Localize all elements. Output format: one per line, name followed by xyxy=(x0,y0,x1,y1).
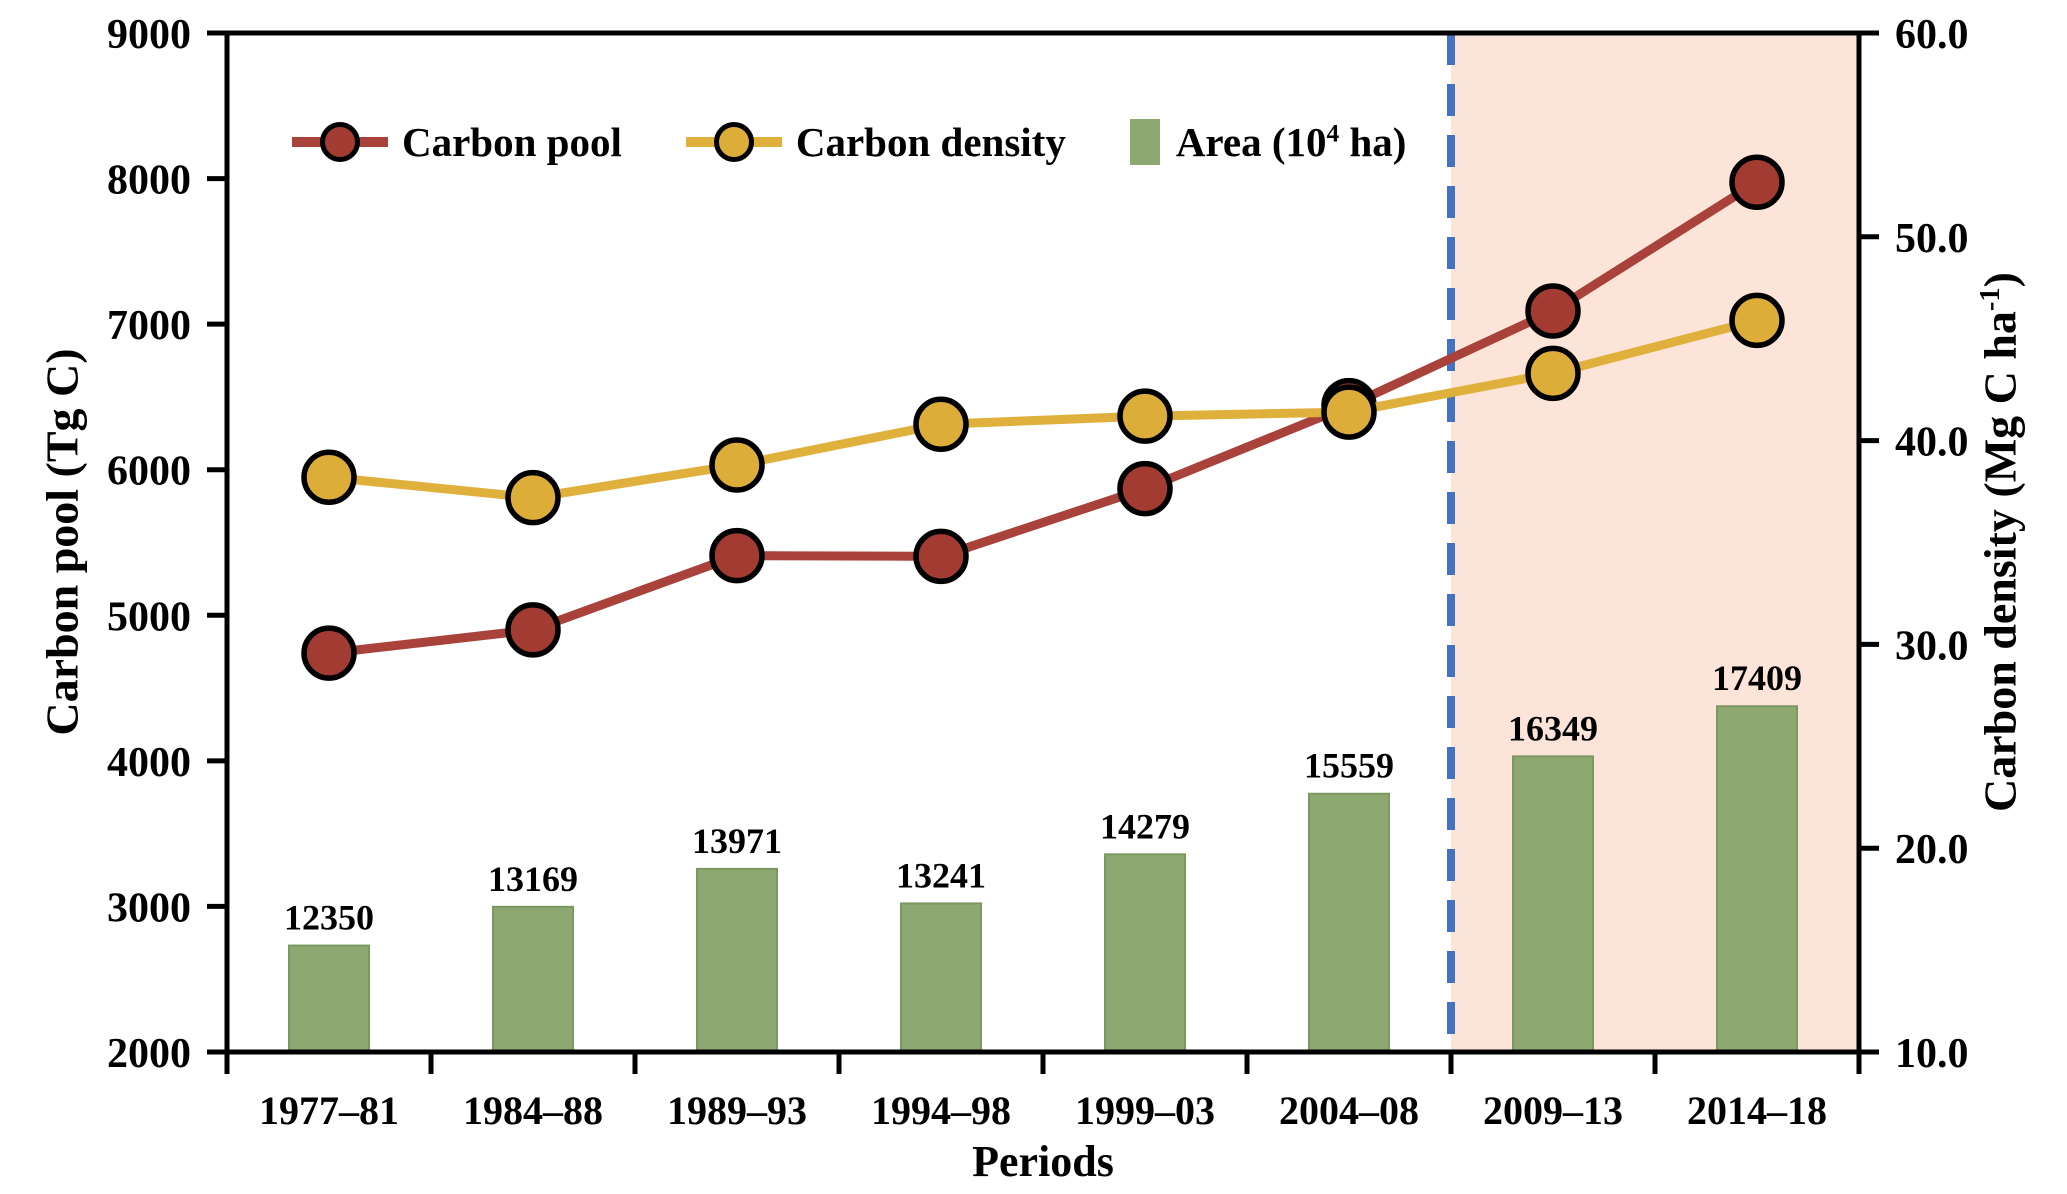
carbon-pool-marker xyxy=(301,625,357,681)
carbon-pool-marker xyxy=(913,528,969,585)
y-left-tick-label: 5000 xyxy=(107,594,191,640)
area-bar-value-label: 17409 xyxy=(1712,658,1802,698)
x-category-label: 2009–13 xyxy=(1483,1088,1623,1133)
y-left-tick-label: 4000 xyxy=(107,740,191,786)
y-axis-title-left: Carbon pool (Tg C) xyxy=(36,348,89,735)
carbon-density-marker xyxy=(709,437,765,493)
carbon-pool-marker xyxy=(1117,460,1173,517)
x-axis-title: Periods xyxy=(972,1136,1114,1187)
legend-label-carbon-density: Carbon density xyxy=(795,119,1066,165)
y-axis-title-right-pre: Carbon density (Mg C ha xyxy=(1974,311,2026,813)
area-bar-value-label: 13971 xyxy=(692,821,782,861)
area-bar-value-label: 13169 xyxy=(488,859,578,899)
x-category-label: 1994–98 xyxy=(871,1088,1011,1133)
y-axis-title-right: Carbon density (Mg C ha-1) xyxy=(1974,272,2027,812)
area-bar xyxy=(1716,705,1798,1054)
carbon-density-marker xyxy=(1117,388,1173,444)
y-left-tick-label: 9000 xyxy=(107,12,191,58)
legend-label-area: Area (104 ha) xyxy=(1175,119,1407,165)
y-right-tick-label: 60.0 xyxy=(1895,12,1969,58)
carbon-pool-marker xyxy=(1729,154,1785,210)
area-bar xyxy=(492,905,574,1053)
carbon-pool-marker xyxy=(505,602,561,658)
carbon-pool-legend-swatch-icon xyxy=(292,122,388,162)
area-bar xyxy=(1104,853,1186,1054)
x-category-label: 1977–81 xyxy=(259,1088,399,1133)
carbon-density-marker xyxy=(1321,384,1377,440)
y-right-tick-label: 10.0 xyxy=(1895,1031,1969,1077)
x-category-label: 2004–08 xyxy=(1279,1088,1419,1133)
y-left-tick-label: 2000 xyxy=(107,1031,191,1077)
carbon-density-marker xyxy=(505,469,561,526)
carbon-density-legend-swatch-icon xyxy=(685,122,782,162)
y-right-tick-label: 40.0 xyxy=(1895,420,1969,466)
y-axis-title-left-text: Carbon pool (Tg C) xyxy=(36,348,88,736)
area-legend-swatch-icon xyxy=(1129,119,1160,165)
legend-label-carbon-pool: Carbon pool xyxy=(402,119,622,165)
area-bar xyxy=(1308,792,1390,1053)
carbon-density-marker xyxy=(1729,292,1785,349)
y-axis-title-right-post: ) xyxy=(1974,271,2026,288)
carbon-pool-marker xyxy=(1525,283,1581,339)
x-category-label: 1999–03 xyxy=(1075,1088,1215,1133)
y-right-tick-label: 30.0 xyxy=(1895,623,1969,669)
legend-item-carbon-density: Carbon density xyxy=(685,118,1066,166)
y-left-tick-label: 8000 xyxy=(107,158,191,204)
carbon-pool-line xyxy=(324,177,1762,658)
carbon-density-marker xyxy=(301,449,357,506)
x-category-label: 1989–93 xyxy=(667,1088,807,1133)
chart-legend: Carbon pool Carbon density Area (104 ha) xyxy=(292,118,1406,166)
y-right-tick-label: 50.0 xyxy=(1895,216,1969,262)
area-bar-value-label: 13241 xyxy=(896,855,986,895)
y-left-tick-label: 7000 xyxy=(107,303,191,349)
area-bar xyxy=(696,867,778,1053)
area-bar xyxy=(1512,755,1594,1053)
carbon-pool-marker xyxy=(709,527,765,584)
area-bar-value-label: 16349 xyxy=(1508,708,1598,748)
area-bar xyxy=(900,902,982,1053)
area-bar-value-label: 14279 xyxy=(1100,806,1190,846)
x-category-label: 2014–18 xyxy=(1687,1088,1827,1133)
carbon-density-marker xyxy=(913,396,969,453)
y-axis-title-right-sup: -1 xyxy=(1975,287,2007,312)
legend-item-area: Area (104 ha) xyxy=(1129,118,1407,166)
y-left-tick-label: 3000 xyxy=(107,885,191,931)
legend-item-carbon-pool: Carbon pool xyxy=(292,118,622,166)
y-right-tick-label: 20.0 xyxy=(1895,827,1969,873)
area-bar-value-label: 12350 xyxy=(284,898,374,938)
x-category-label: 1984–88 xyxy=(463,1088,603,1133)
area-bar xyxy=(288,944,370,1053)
area-bar-value-label: 15559 xyxy=(1304,746,1394,786)
carbon-density-line xyxy=(324,315,1762,503)
x-axis-title-text: Periods xyxy=(972,1137,1114,1186)
y-left-tick-label: 6000 xyxy=(107,449,191,495)
carbon-density-marker xyxy=(1525,345,1581,402)
